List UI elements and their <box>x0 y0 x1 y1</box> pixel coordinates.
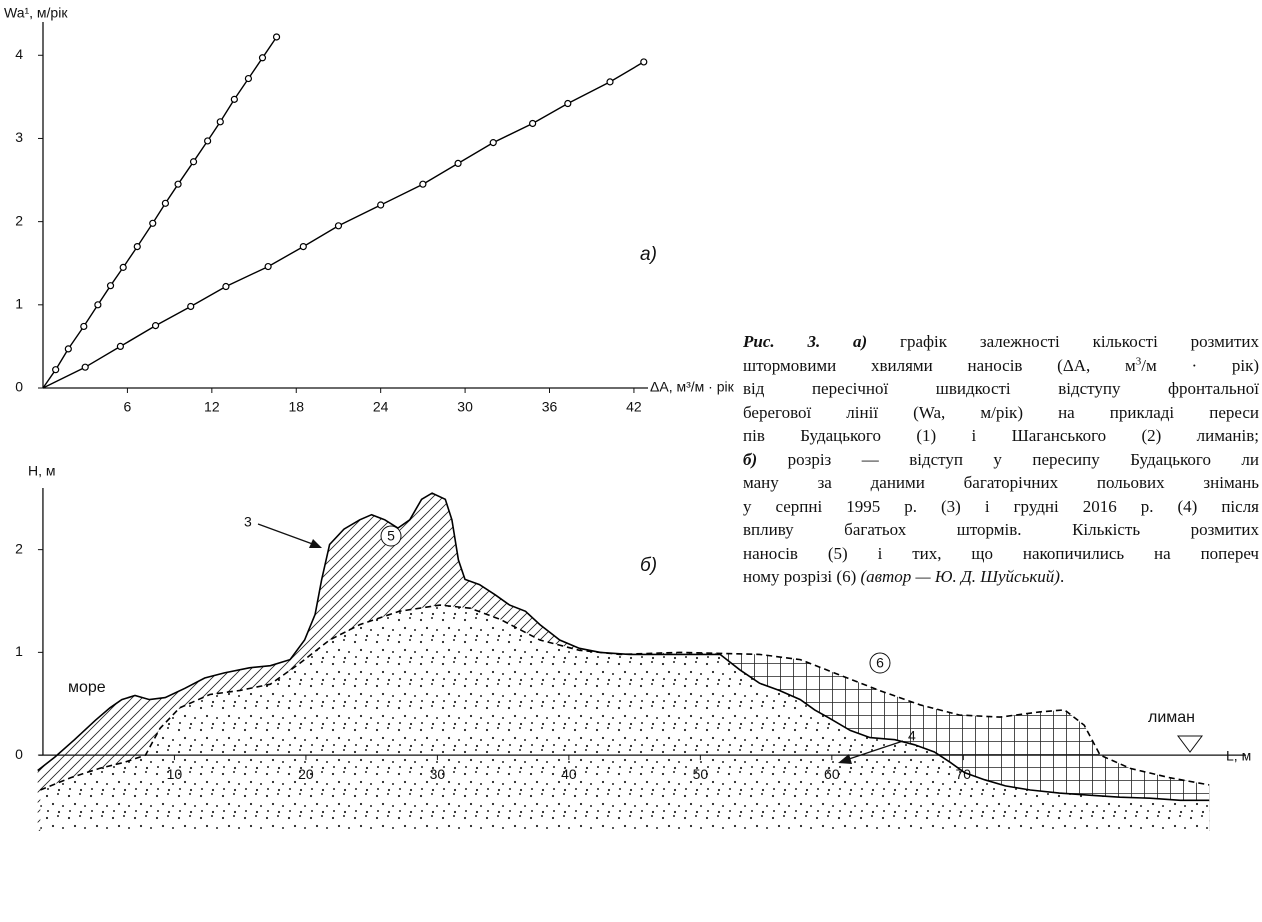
caption-line: берегової лінії (Wa, м/рік) на прикладі … <box>743 401 1259 425</box>
x-tick-label: 18 <box>288 399 304 415</box>
y-tick-label: 2 <box>15 212 23 228</box>
point <box>81 323 87 329</box>
caption-text: пів Будацького (1) і Шаганського (2) лим… <box>743 426 1259 445</box>
caption-text: берегової лінії (Wa, м/рік) на прикладі … <box>743 403 1259 422</box>
point <box>108 283 114 289</box>
y-tick-label: 1 <box>15 643 23 659</box>
point <box>134 244 140 250</box>
caption-text: графік залежності кількості розмитих <box>867 332 1259 351</box>
point <box>205 138 211 144</box>
point <box>150 220 156 226</box>
point <box>607 79 613 85</box>
point <box>565 101 571 107</box>
point <box>117 343 123 349</box>
point <box>259 55 265 61</box>
point <box>223 284 229 290</box>
point <box>455 160 461 166</box>
x-tick-label: 50 <box>693 766 709 782</box>
x-tick-label: 20 <box>298 766 314 782</box>
point <box>162 200 168 206</box>
caption: Рис. 3. а) графік залежності кількості р… <box>743 330 1259 589</box>
x-tick-label: 42 <box>626 399 642 415</box>
panel-label: а) <box>640 244 657 265</box>
x-axis-label: ΔA, м³/м · рік <box>650 379 735 395</box>
series-line <box>85 62 644 367</box>
point <box>175 181 181 187</box>
water-level-symbol <box>1178 736 1202 752</box>
point <box>274 34 280 40</box>
x-tick-label: 30 <box>457 399 473 415</box>
arrow <box>258 524 318 546</box>
y-tick-label: 1 <box>15 296 23 312</box>
caption-text: від пересічної швидкості відступу фронта… <box>743 379 1259 398</box>
x-tick-label: 40 <box>561 766 577 782</box>
profile-label: 3 <box>244 514 252 530</box>
y-tick-label: 4 <box>15 46 23 62</box>
caption-line: ному розрізі (6) (автор — Ю. Д. Шуйський… <box>743 565 1259 589</box>
caption-line: від пересічної швидкості відступу фронта… <box>743 377 1259 401</box>
area-label: 6 <box>876 655 884 671</box>
origin-segment <box>43 367 85 388</box>
point <box>153 323 159 329</box>
caption-line: б) розріз — відступ у пересипу Будацьког… <box>743 448 1259 472</box>
point <box>217 119 223 125</box>
caption-text: розріз — відступ у пересипу Будацького л… <box>757 450 1259 469</box>
panel-label: б) <box>640 555 657 576</box>
x-tick-label: 6 <box>124 399 132 415</box>
point <box>231 96 237 102</box>
caption-text: б) <box>743 450 757 469</box>
x-tick-label: 24 <box>373 399 389 415</box>
x-tick-label: 60 <box>824 766 840 782</box>
point <box>245 76 251 82</box>
caption-text: . <box>1060 567 1064 586</box>
caption-text: (автор — Ю. Д. Шуйський) <box>860 567 1059 586</box>
point <box>641 59 647 65</box>
caption-line: у серпні 1995 р. (3) і грудні 2016 р. (4… <box>743 495 1259 519</box>
point <box>265 264 271 270</box>
area-label: 5 <box>387 528 395 544</box>
page: Wa¹, м/рік ΔA, м³/м · рік а) 61218243036… <box>0 0 1262 922</box>
point <box>82 364 88 370</box>
caption-text: наносів (5) і тих, що накопичились на по… <box>743 544 1259 563</box>
caption-line: ману за даними багаторічних польових зні… <box>743 471 1259 495</box>
point <box>95 302 101 308</box>
lagoon-label: лиман <box>1148 709 1195 726</box>
y-tick-label: 3 <box>15 129 23 145</box>
x-tick-label: 30 <box>430 766 446 782</box>
point <box>188 303 194 309</box>
point <box>530 120 536 126</box>
point <box>191 159 197 165</box>
point <box>53 367 59 373</box>
caption-text: впливу багатьох штормів. Кількість розми… <box>743 520 1259 539</box>
x-tick-label: 12 <box>204 399 220 415</box>
caption-text: у серпні 1995 р. (3) і грудні 2016 р. (4… <box>743 497 1259 516</box>
caption-text: ману за даними багаторічних польових зні… <box>743 473 1259 492</box>
y-tick-label: 2 <box>15 540 23 556</box>
y-axis-label: Wa¹, м/рік <box>4 5 68 21</box>
x-tick-label: 10 <box>167 766 183 782</box>
caption-text: Рис. 3. а) <box>743 332 867 351</box>
point <box>490 140 496 146</box>
y-axis-label: Н, м <box>28 463 56 479</box>
caption-text: /м · рік) <box>1141 356 1259 375</box>
profile-label: 4 <box>908 728 916 744</box>
x-tick-label: 36 <box>542 399 558 415</box>
point <box>378 202 384 208</box>
caption-line: наносів (5) і тих, що накопичились на по… <box>743 542 1259 566</box>
y-tick-label: 0 <box>15 746 23 762</box>
point <box>335 223 341 229</box>
y-tick-label: 0 <box>15 379 23 395</box>
point <box>65 346 71 352</box>
caption-line: впливу багатьох штормів. Кількість розми… <box>743 518 1259 542</box>
point <box>300 244 306 250</box>
sea-label: море <box>68 679 106 696</box>
caption-text: ному розрізі (6) <box>743 567 860 586</box>
caption-line: Рис. 3. а) графік залежності кількості р… <box>743 330 1259 354</box>
caption-line: штормовими хвилями наносів (ΔA, м3/м · р… <box>743 354 1259 378</box>
point <box>420 181 426 187</box>
caption-text: штормовими хвилями наносів (ΔA, м <box>743 356 1136 375</box>
point <box>120 264 126 270</box>
caption-line: пів Будацького (1) і Шаганського (2) лим… <box>743 424 1259 448</box>
